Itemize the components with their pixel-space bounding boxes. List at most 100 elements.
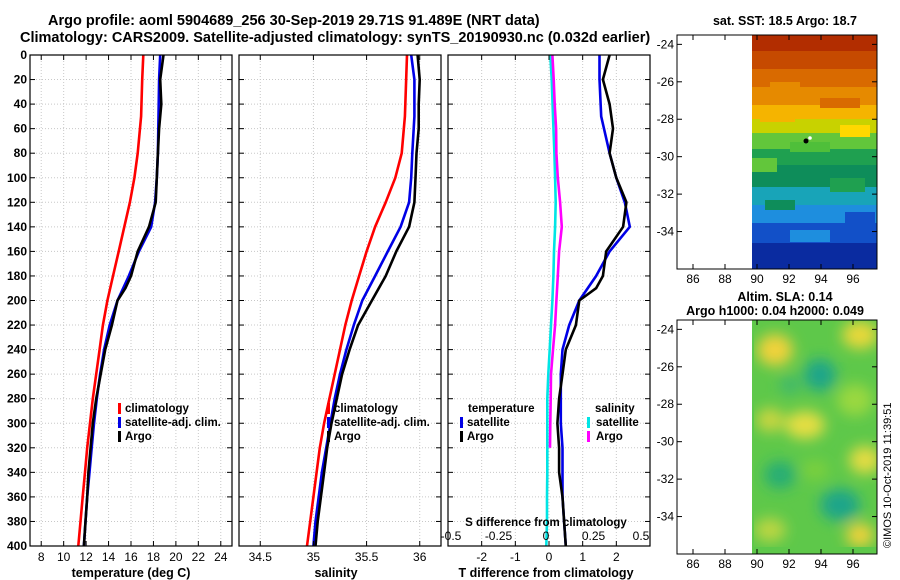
- depth-tick-label: 140: [7, 220, 27, 234]
- series-climatology-line: [77, 55, 145, 546]
- legend-swatch: [118, 431, 121, 442]
- salinity-lines: [305, 55, 422, 546]
- lon-tick-label: 90: [750, 272, 764, 286]
- legend-swatch: [587, 431, 590, 442]
- s-diff-tick-label: -0.5: [441, 529, 462, 543]
- depth-tick-label: 340: [7, 465, 27, 479]
- x-tick-label: 22: [192, 550, 206, 564]
- series-satellite-adj-clim--line: [82, 55, 162, 546]
- x-tick-label: -1: [510, 550, 521, 564]
- difference-xlabel: T difference from climatology: [458, 566, 633, 580]
- salinity-ticks: 34.5 35 35.5 36: [239, 54, 441, 564]
- lat-tick-label: -26: [657, 75, 675, 89]
- legend-title-temperature: temperature: [468, 403, 534, 415]
- legend-entry: Argo: [334, 431, 361, 443]
- lon-tick-label: 96: [846, 557, 860, 571]
- depth-tick-label: 200: [7, 294, 27, 308]
- lon-tick-label: 92: [782, 272, 796, 286]
- series-salinity-argo-line: [548, 55, 564, 448]
- x-tick-label: 35.5: [355, 550, 379, 564]
- s-diff-tick-label: 0: [543, 529, 550, 543]
- lat-tick-label: -34: [657, 225, 675, 239]
- depth-tick-label: 260: [7, 367, 27, 381]
- s-difference-label: S difference from climatology: [465, 517, 627, 529]
- s-diff-tick-label: 0.25: [582, 529, 606, 543]
- temperature-panel: 0 20 40 60 80 100 120 140 160 180 200 220 240 260 280 3…: [7, 48, 233, 580]
- sst-map-frame: [676, 34, 878, 270]
- lat-tick-label: -24: [657, 322, 675, 336]
- sla-field: [752, 320, 877, 554]
- depth-tick-label: 180: [7, 269, 27, 283]
- salinity-legend: climatology satellite-adj. clim. Argo: [327, 403, 430, 443]
- sla-map-ticks: -24 -26 -28 -30 -32 -34 86 88 90 92 94 96: [657, 320, 877, 571]
- series-temperature-argo-line: [556, 55, 628, 546]
- sst-map-ticks: -24 -26 -28 -30 -32 -34 86 88 90 92 94 96: [657, 35, 877, 286]
- temperature-xlabel: temperature (deg C): [72, 566, 191, 580]
- x-tick-label: 2: [613, 550, 620, 564]
- depth-tick-label: 160: [7, 244, 27, 258]
- legend-entry: Argo: [467, 431, 494, 443]
- x-tick-label: -2: [476, 550, 487, 564]
- lat-tick-label: -32: [657, 187, 675, 201]
- difference-panel: -2 -1 0 1 2 -0.5 -0.25 0 0.25 0.5 T difference fr…: [441, 54, 651, 580]
- series-satellite-adj-clim--line: [312, 55, 416, 546]
- legend-entry: satellite-adj. clim.: [125, 417, 221, 429]
- legend-entry: Argo: [125, 431, 152, 443]
- difference-lines: [545, 55, 632, 546]
- x-tick-label: 14: [102, 550, 116, 564]
- lat-tick-label: -32: [657, 472, 675, 486]
- depth-tick-label: 220: [7, 318, 27, 332]
- x-tick-label: 20: [169, 550, 183, 564]
- lat-tick-label: -28: [657, 112, 675, 126]
- x-tick-label: 34.5: [249, 550, 273, 564]
- salinity-grid: [239, 55, 441, 546]
- depth-tick-label: 300: [7, 416, 27, 430]
- temperature-ticks: 0 20 40 60 80 100 120 140 160 180 200 220 240 260 280 3…: [7, 48, 232, 564]
- lat-tick-label: -28: [657, 397, 675, 411]
- legend-title-salinity: salinity: [595, 403, 635, 415]
- depth-tick-label: 360: [7, 490, 27, 504]
- lat-tick-label: -34: [657, 510, 675, 524]
- salinity-panel: 34.5 35 35.5 36 salinity climatology satelli…: [238, 54, 442, 580]
- difference-legend: temperature salinity satellite Argo satellit…: [460, 403, 639, 443]
- s-diff-tick-label: -0.25: [485, 529, 513, 543]
- legend-entry: climatology: [334, 403, 399, 415]
- legend-swatch: [327, 431, 330, 442]
- temperature-legend: climatology satellite-adj. clim. Argo: [118, 403, 221, 443]
- credit-stamp: ©IMOS 10-Oct-2019 11:39:51: [882, 403, 894, 548]
- x-tick-label: 10: [57, 550, 71, 564]
- series-argo-line: [82, 55, 165, 546]
- legend-entry: satellite: [467, 417, 510, 429]
- lon-tick-label: 88: [718, 557, 732, 571]
- depth-tick-label: 400: [7, 539, 27, 553]
- lon-tick-label: 88: [718, 272, 732, 286]
- legend-swatch: [118, 403, 121, 414]
- depth-tick-label: 0: [20, 48, 27, 62]
- legend-entry: Argo: [596, 431, 623, 443]
- depth-tick-label: 320: [7, 441, 27, 455]
- x-tick-label: 0: [546, 550, 553, 564]
- s-diff-tick-label: 0.5: [633, 529, 650, 543]
- temperature-lines: [77, 55, 165, 546]
- depth-tick-label: 380: [7, 514, 27, 528]
- x-tick-label: 35: [307, 550, 321, 564]
- x-tick-label: 16: [124, 550, 138, 564]
- legend-entry: satellite-adj. clim.: [334, 417, 430, 429]
- x-tick-label: 12: [79, 550, 93, 564]
- lat-tick-label: -26: [657, 360, 675, 374]
- lat-tick-label: -24: [657, 37, 675, 51]
- depth-tick-label: 240: [7, 343, 27, 357]
- series-salinity-satellite-line: [545, 55, 558, 546]
- legend-swatch: [327, 403, 330, 414]
- x-tick-label: 8: [38, 550, 45, 564]
- legend-entry: satellite: [596, 417, 639, 429]
- temperature-grid: [30, 55, 232, 546]
- title-line-2: Climatology: CARS2009. Satellite-adjuste…: [20, 30, 650, 46]
- lon-tick-label: 86: [686, 557, 700, 571]
- legend-swatch: [327, 417, 330, 428]
- lon-tick-label: 94: [814, 272, 828, 286]
- depth-tick-label: 40: [14, 97, 28, 111]
- x-tick-label: 24: [214, 550, 228, 564]
- legend-swatch: [587, 417, 590, 428]
